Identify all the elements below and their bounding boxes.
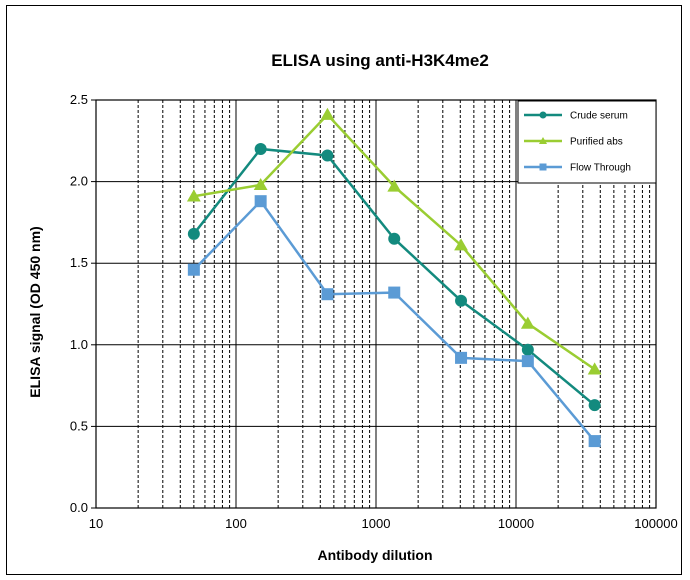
x-tick-label: 10 xyxy=(89,516,103,531)
y-tick-label: 1.0 xyxy=(70,337,88,352)
x-tick-label: 100 xyxy=(225,516,247,531)
data-point-flow-through xyxy=(321,288,334,301)
x-tick-label: 100000 xyxy=(634,516,677,531)
y-tick-label: 2.0 xyxy=(70,174,88,189)
legend-label-purified-abs: Purified abs xyxy=(570,137,623,148)
data-point-crude-serum xyxy=(254,142,267,155)
data-point-purified-abs xyxy=(520,316,535,329)
data-point-crude-serum xyxy=(321,149,334,162)
y-tick-label: 1.5 xyxy=(70,255,88,270)
legend-label-flow-through: Flow Through xyxy=(570,163,631,174)
data-point-flow-through xyxy=(187,263,200,276)
y-tick-label: 2.5 xyxy=(70,92,88,107)
data-point-purified-abs xyxy=(587,362,602,375)
x-tick-label: 1000 xyxy=(362,516,391,531)
legend-label-crude-serum: Crude serum xyxy=(570,111,628,122)
x-tick-label: 10000 xyxy=(498,516,534,531)
data-point-purified-abs xyxy=(387,179,402,192)
legend-marker-crude-serum xyxy=(539,111,547,119)
data-point-purified-abs xyxy=(320,107,335,120)
data-point-flow-through xyxy=(388,286,401,299)
data-point-crude-serum xyxy=(187,227,200,240)
x-axis-label: Antibody dilution xyxy=(317,547,432,563)
legend-marker-flow-through xyxy=(539,163,547,171)
data-point-purified-abs xyxy=(186,189,201,202)
data-point-crude-serum xyxy=(588,399,601,412)
data-point-purified-abs xyxy=(253,177,268,191)
data-point-flow-through xyxy=(455,351,468,364)
data-point-flow-through xyxy=(588,435,601,448)
y-tick-label: 0.5 xyxy=(70,418,88,433)
data-point-flow-through xyxy=(254,195,267,208)
data-point-purified-abs xyxy=(454,238,468,251)
legend-marker-purified-abs xyxy=(538,136,548,145)
y-axis-label: ELISA signal (OD 450 nm) xyxy=(27,226,43,397)
plot-area-border xyxy=(95,99,657,509)
data-point-flow-through xyxy=(521,355,534,368)
data-point-crude-serum xyxy=(521,343,534,356)
data-point-crude-serum xyxy=(455,294,468,307)
data-point-crude-serum xyxy=(388,232,401,245)
chart-title: ELISA using anti-H3K4me2 xyxy=(271,51,489,70)
y-tick-label: 0.0 xyxy=(70,500,88,515)
